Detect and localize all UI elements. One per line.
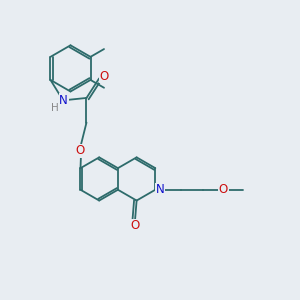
Text: O: O — [76, 144, 85, 157]
Text: O: O — [100, 70, 109, 83]
Text: N: N — [59, 94, 68, 107]
Text: O: O — [219, 183, 228, 196]
Text: O: O — [130, 219, 140, 232]
Text: H: H — [51, 103, 58, 113]
Text: N: N — [155, 183, 164, 196]
